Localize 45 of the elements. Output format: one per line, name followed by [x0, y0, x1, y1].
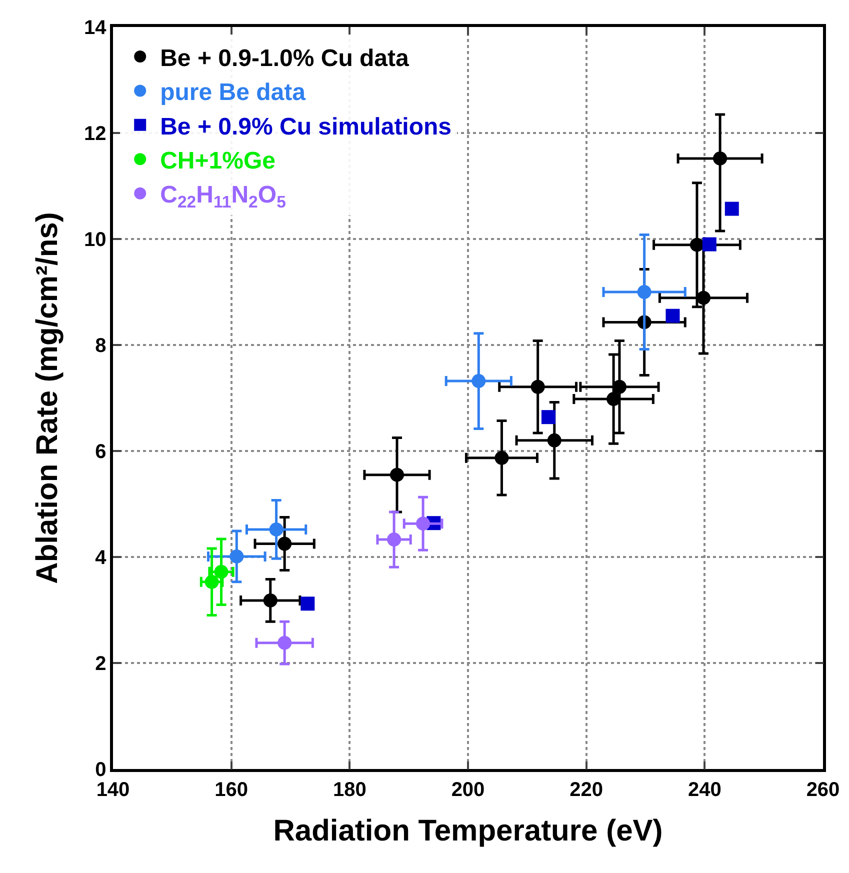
- x-tick-label: 220: [570, 778, 604, 801]
- point: [204, 574, 219, 589]
- point: [666, 308, 680, 323]
- x-tick-label: 260: [806, 778, 840, 801]
- point: [547, 433, 562, 448]
- x-tick-label: 160: [214, 778, 248, 801]
- point: [263, 593, 278, 608]
- point: [278, 536, 292, 551]
- y-tick-label: 0: [95, 759, 106, 781]
- point: [390, 468, 404, 482]
- y-tick-label: 14: [84, 17, 108, 39]
- point: [230, 549, 244, 564]
- point: [278, 636, 292, 650]
- point: [387, 532, 402, 547]
- y-tick-label: 10: [84, 229, 106, 251]
- point: [541, 410, 556, 424]
- point: [690, 238, 704, 252]
- y-tick-label: 6: [95, 441, 106, 463]
- point: [696, 290, 710, 305]
- point: [416, 516, 430, 531]
- point: [702, 237, 716, 252]
- x-tick-label: 240: [688, 778, 722, 801]
- y-tick-label: 8: [95, 335, 106, 357]
- y-tick-label: 2: [95, 653, 106, 675]
- point: [472, 374, 486, 388]
- point: [637, 285, 652, 299]
- point: [269, 522, 284, 536]
- point: [494, 450, 509, 465]
- legend-label: pure Be data: [160, 79, 306, 106]
- x-tick-label: 140: [96, 778, 130, 801]
- point: [300, 596, 315, 611]
- point: [214, 564, 228, 579]
- legend-label: CH+1%Ge: [160, 147, 276, 174]
- legend-label: C$_{22}$H$_{11}$N$_{2}$O$_{5}$: [160, 182, 286, 212]
- legend-label: Be + 0.9-1.0% Cu data: [160, 44, 410, 72]
- point: [724, 202, 739, 216]
- point: [530, 380, 545, 394]
- y-tick-label: 4: [95, 547, 108, 569]
- y-tick-label: 12: [84, 123, 106, 145]
- x-tick-label: 200: [451, 778, 485, 801]
- point: [713, 151, 728, 166]
- legend-label: Be + 0.9% Cu simulations: [160, 113, 452, 140]
- y-axis-title: Ablation Rate (mg/cm²/ns): [31, 212, 64, 584]
- x-axis-title: Radiation Temperature (eV): [273, 814, 663, 848]
- x-tick-label: 180: [332, 778, 366, 801]
